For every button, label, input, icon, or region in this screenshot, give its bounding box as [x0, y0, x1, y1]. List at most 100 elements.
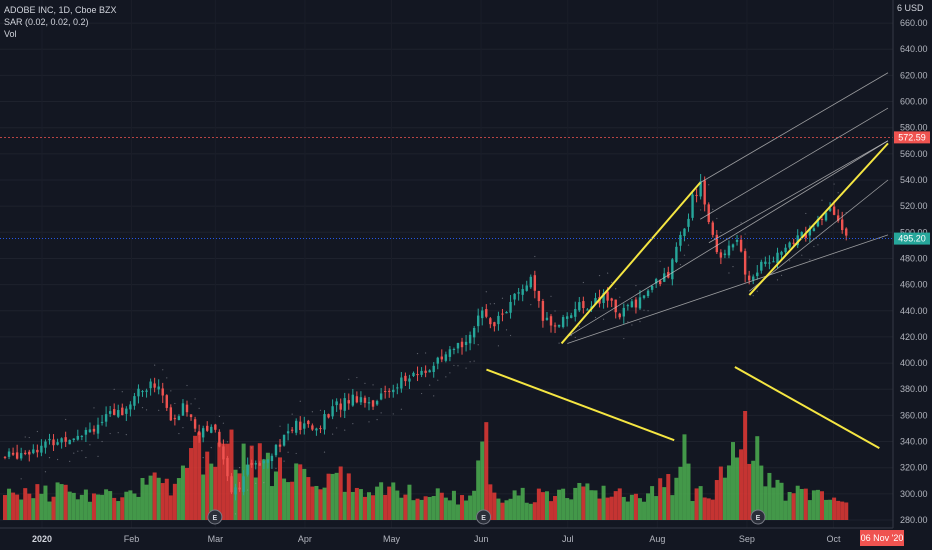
- candle-body: [428, 370, 431, 373]
- sar-dot: [56, 458, 59, 461]
- sar-dot: [752, 295, 754, 297]
- sar-dot: [198, 407, 200, 409]
- candle-body: [545, 317, 549, 320]
- sar-dot: [24, 436, 26, 438]
- volume-bar: [443, 497, 448, 520]
- symbol-title[interactable]: ADOBE INC, 1D, Cboe BZX: [4, 5, 117, 15]
- candle-body: [323, 414, 326, 430]
- candle-body: [282, 434, 286, 446]
- sar-dot: [392, 413, 394, 415]
- volume-bar: [11, 492, 16, 520]
- volume-bar: [520, 487, 525, 520]
- volume-bar: [589, 490, 594, 520]
- candle-body: [468, 334, 472, 344]
- candle-body: [634, 299, 638, 308]
- volume-indicator-label[interactable]: Vol: [4, 29, 17, 39]
- volume-bar: [629, 494, 634, 520]
- sar-indicator-label[interactable]: SAR (0.02, 0.02, 0.2): [4, 17, 89, 27]
- candle-body: [731, 244, 735, 248]
- sar-dot: [687, 244, 690, 246]
- volume-bar: [197, 432, 202, 520]
- sar-dot: [73, 452, 75, 454]
- candle-body: [424, 370, 427, 373]
- sar-dot: [65, 418, 67, 421]
- candle-body: [359, 397, 363, 403]
- candle-body: [440, 356, 443, 360]
- candle-body: [371, 400, 375, 407]
- sar-dot: [776, 279, 779, 281]
- chart-legend: ADOBE INC, 1D, Cboe BZX SAR (0.02, 0.02,…: [4, 4, 117, 40]
- volume-bar: [43, 485, 48, 520]
- candle-body: [173, 418, 177, 420]
- trend-line: [486, 368, 675, 442]
- volume-bar: [767, 472, 772, 520]
- candle-body: [638, 297, 642, 309]
- sar-dot: [162, 369, 164, 371]
- candle-body: [565, 316, 569, 319]
- sar-dot: [728, 272, 730, 274]
- drawings[interactable]: [486, 72, 889, 449]
- volume-bar: [189, 448, 194, 520]
- volume-bar: [690, 501, 695, 520]
- volume-bar: [193, 435, 198, 520]
- candle-body: [824, 212, 828, 221]
- sar-dot: [238, 467, 241, 469]
- volume-bar: [540, 492, 545, 520]
- candle-body: [537, 290, 541, 302]
- candle-body: [448, 349, 452, 357]
- volume-bar: [59, 484, 64, 520]
- volume-bar: [91, 493, 96, 520]
- volume-bar: [791, 493, 796, 520]
- date-text: 06 Nov '20: [861, 533, 904, 543]
- sar-dot: [36, 430, 38, 433]
- volume-bar: [278, 457, 283, 520]
- volume-bar: [176, 478, 181, 520]
- candle-body: [590, 306, 593, 309]
- sar-dot: [174, 402, 176, 405]
- candle-body: [464, 341, 468, 345]
- candle-body: [752, 276, 755, 281]
- candle-body: [11, 452, 15, 455]
- earnings-icon: [476, 509, 492, 525]
- candle-body: [141, 391, 144, 393]
- volume-bar: [500, 502, 505, 520]
- candle-body: [707, 204, 710, 223]
- volume-bar: [358, 489, 363, 520]
- sar-dot: [805, 212, 807, 215]
- candle-body: [760, 261, 763, 271]
- volume-bar: [427, 496, 432, 520]
- volume-bar: [735, 457, 740, 520]
- candle-body: [804, 234, 807, 238]
- sar-dot: [627, 321, 629, 323]
- candle-body: [497, 315, 500, 325]
- volume-bar: [23, 488, 28, 520]
- candle-body: [654, 279, 658, 284]
- candle-body: [699, 181, 702, 197]
- earnings-icon: [207, 509, 223, 525]
- volume-bar: [168, 495, 173, 520]
- sar-dot: [659, 260, 661, 262]
- sar-dot: [166, 377, 168, 379]
- candle-body: [315, 428, 318, 431]
- volume-bar: [245, 464, 250, 520]
- volume-bar: [698, 486, 703, 520]
- volume-bar: [759, 465, 764, 520]
- candle-body: [792, 242, 795, 244]
- sar-dot: [619, 296, 621, 298]
- candle-body: [618, 313, 621, 318]
- candle-body: [642, 295, 646, 298]
- candle-body: [460, 341, 464, 348]
- volume-bar: [375, 486, 380, 520]
- candle-body: [650, 285, 654, 290]
- candle-body: [836, 215, 840, 221]
- sar-dot: [716, 217, 718, 220]
- volume-bar: [702, 497, 707, 520]
- price-tick: 460.00: [900, 280, 928, 290]
- volume-bar: [213, 466, 218, 520]
- candle-body: [553, 325, 557, 327]
- candle-body: [764, 261, 767, 264]
- price-axis[interactable]: [893, 0, 932, 528]
- volume-bar: [55, 482, 60, 520]
